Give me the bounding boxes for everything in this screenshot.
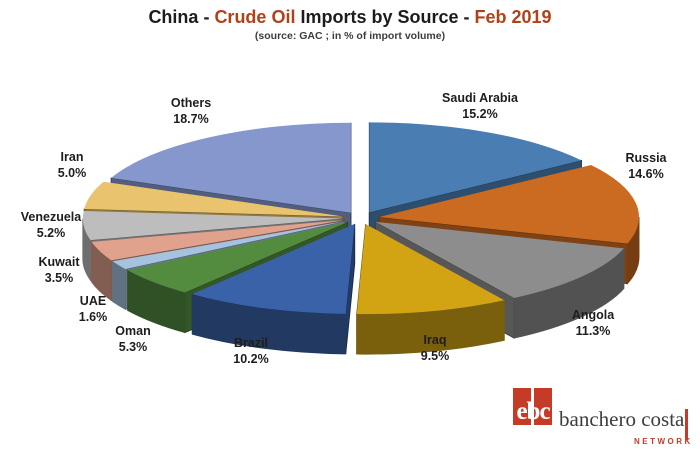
slice-label-value: 3.5% [44,271,74,285]
logo-network-label: NETWORK [634,437,693,446]
logo-square-right [534,388,552,425]
slice-label-name: Saudi Arabia [442,91,518,105]
slice-label-value: 18.7% [173,112,209,126]
slice-label-brazil: Brazil 10.2% [233,335,268,367]
title-segment-2: Crude Oil [214,7,296,27]
slice-label-name: Others [170,96,212,110]
slice-label-name: Brazil [233,336,269,350]
slice-label-value: 15.2% [462,107,498,121]
slice-label-kuwait: Kuwait 3.5% [39,254,80,286]
logo-bar [685,409,688,440]
slice-label-name: Kuwait [38,255,80,269]
title-segment-4: Feb 2019 [474,7,552,27]
slice-label-value: 5.3% [118,340,148,354]
slice-label-value: 1.6% [78,310,108,324]
slice-label-russia: Russia 14.6% [626,150,667,182]
slice-label-value: 9.5% [420,349,450,363]
slice-label-value: 5.2% [36,226,66,240]
slice-label-iran: Iran 5.0% [58,149,87,181]
slice-label-value: 14.6% [628,167,664,181]
banchero-costa-logo: ebc banchero costa NETWORK [513,388,698,452]
chart-subtitle: (source: GAC ; in % of import volume) [254,30,446,42]
slice-label-angola: Angola 11.3% [572,307,614,339]
slice-label-uae: UAE 1.6% [79,293,108,325]
slice-label-name: Iran [60,150,84,164]
slice-label-saudi-arabia: Saudi Arabia 15.2% [442,90,518,122]
slice-label-oman: Oman 5.3% [115,323,150,355]
title-segment-3: Imports by Source - [295,7,475,27]
slice-label-value: 11.3% [575,324,611,338]
slice-label-name: Iraq [423,333,447,347]
slice-label-value: 10.2% [233,352,269,366]
logo-square-left [513,388,531,425]
chart-title: China - Crude Oil Imports by Source - Fe… [0,7,700,28]
slice-label-iraq: Iraq 9.5% [421,332,450,364]
slice-label-venezuela: Venezuela 5.2% [21,209,81,241]
slice-label-name: UAE [79,294,107,308]
slice-label-name: Russia [625,151,667,165]
logo-mark-icon: ebc [513,388,553,425]
logo-mark-letters: ebc [516,398,550,425]
pie-slice-brazil [191,223,356,355]
title-segment-1: China - [148,7,215,27]
slice-label-name: Oman [115,324,151,338]
logo-name: banchero costa [559,407,685,431]
slice-label-name: Angola [571,308,615,322]
slice-label-name: Venezuela [20,210,82,224]
slice-label-others: Others 18.7% [171,95,211,127]
pie-slice-iraq [356,224,505,355]
slice-label-value: 5.0% [57,166,87,180]
